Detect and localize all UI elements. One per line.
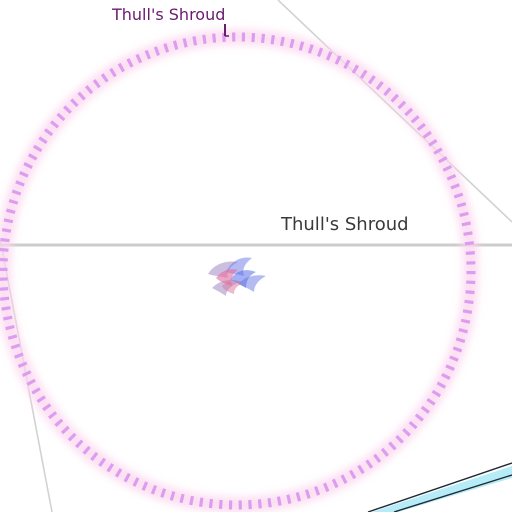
river-bank-lower <box>393 474 512 512</box>
river[interactable] <box>367 462 512 512</box>
road-label[interactable]: Thull's Shroud <box>280 214 409 235</box>
river-bank-upper <box>367 462 512 512</box>
road-diagonal[interactable] <box>277 0 512 223</box>
river-water <box>372 466 512 512</box>
flame-cluster-icon[interactable] <box>208 257 266 296</box>
area-label[interactable]: Thull's Shroud <box>111 5 225 24</box>
area-boundary-dashes <box>0 32 476 510</box>
area-boundary-thulls-shroud[interactable] <box>0 29 479 512</box>
